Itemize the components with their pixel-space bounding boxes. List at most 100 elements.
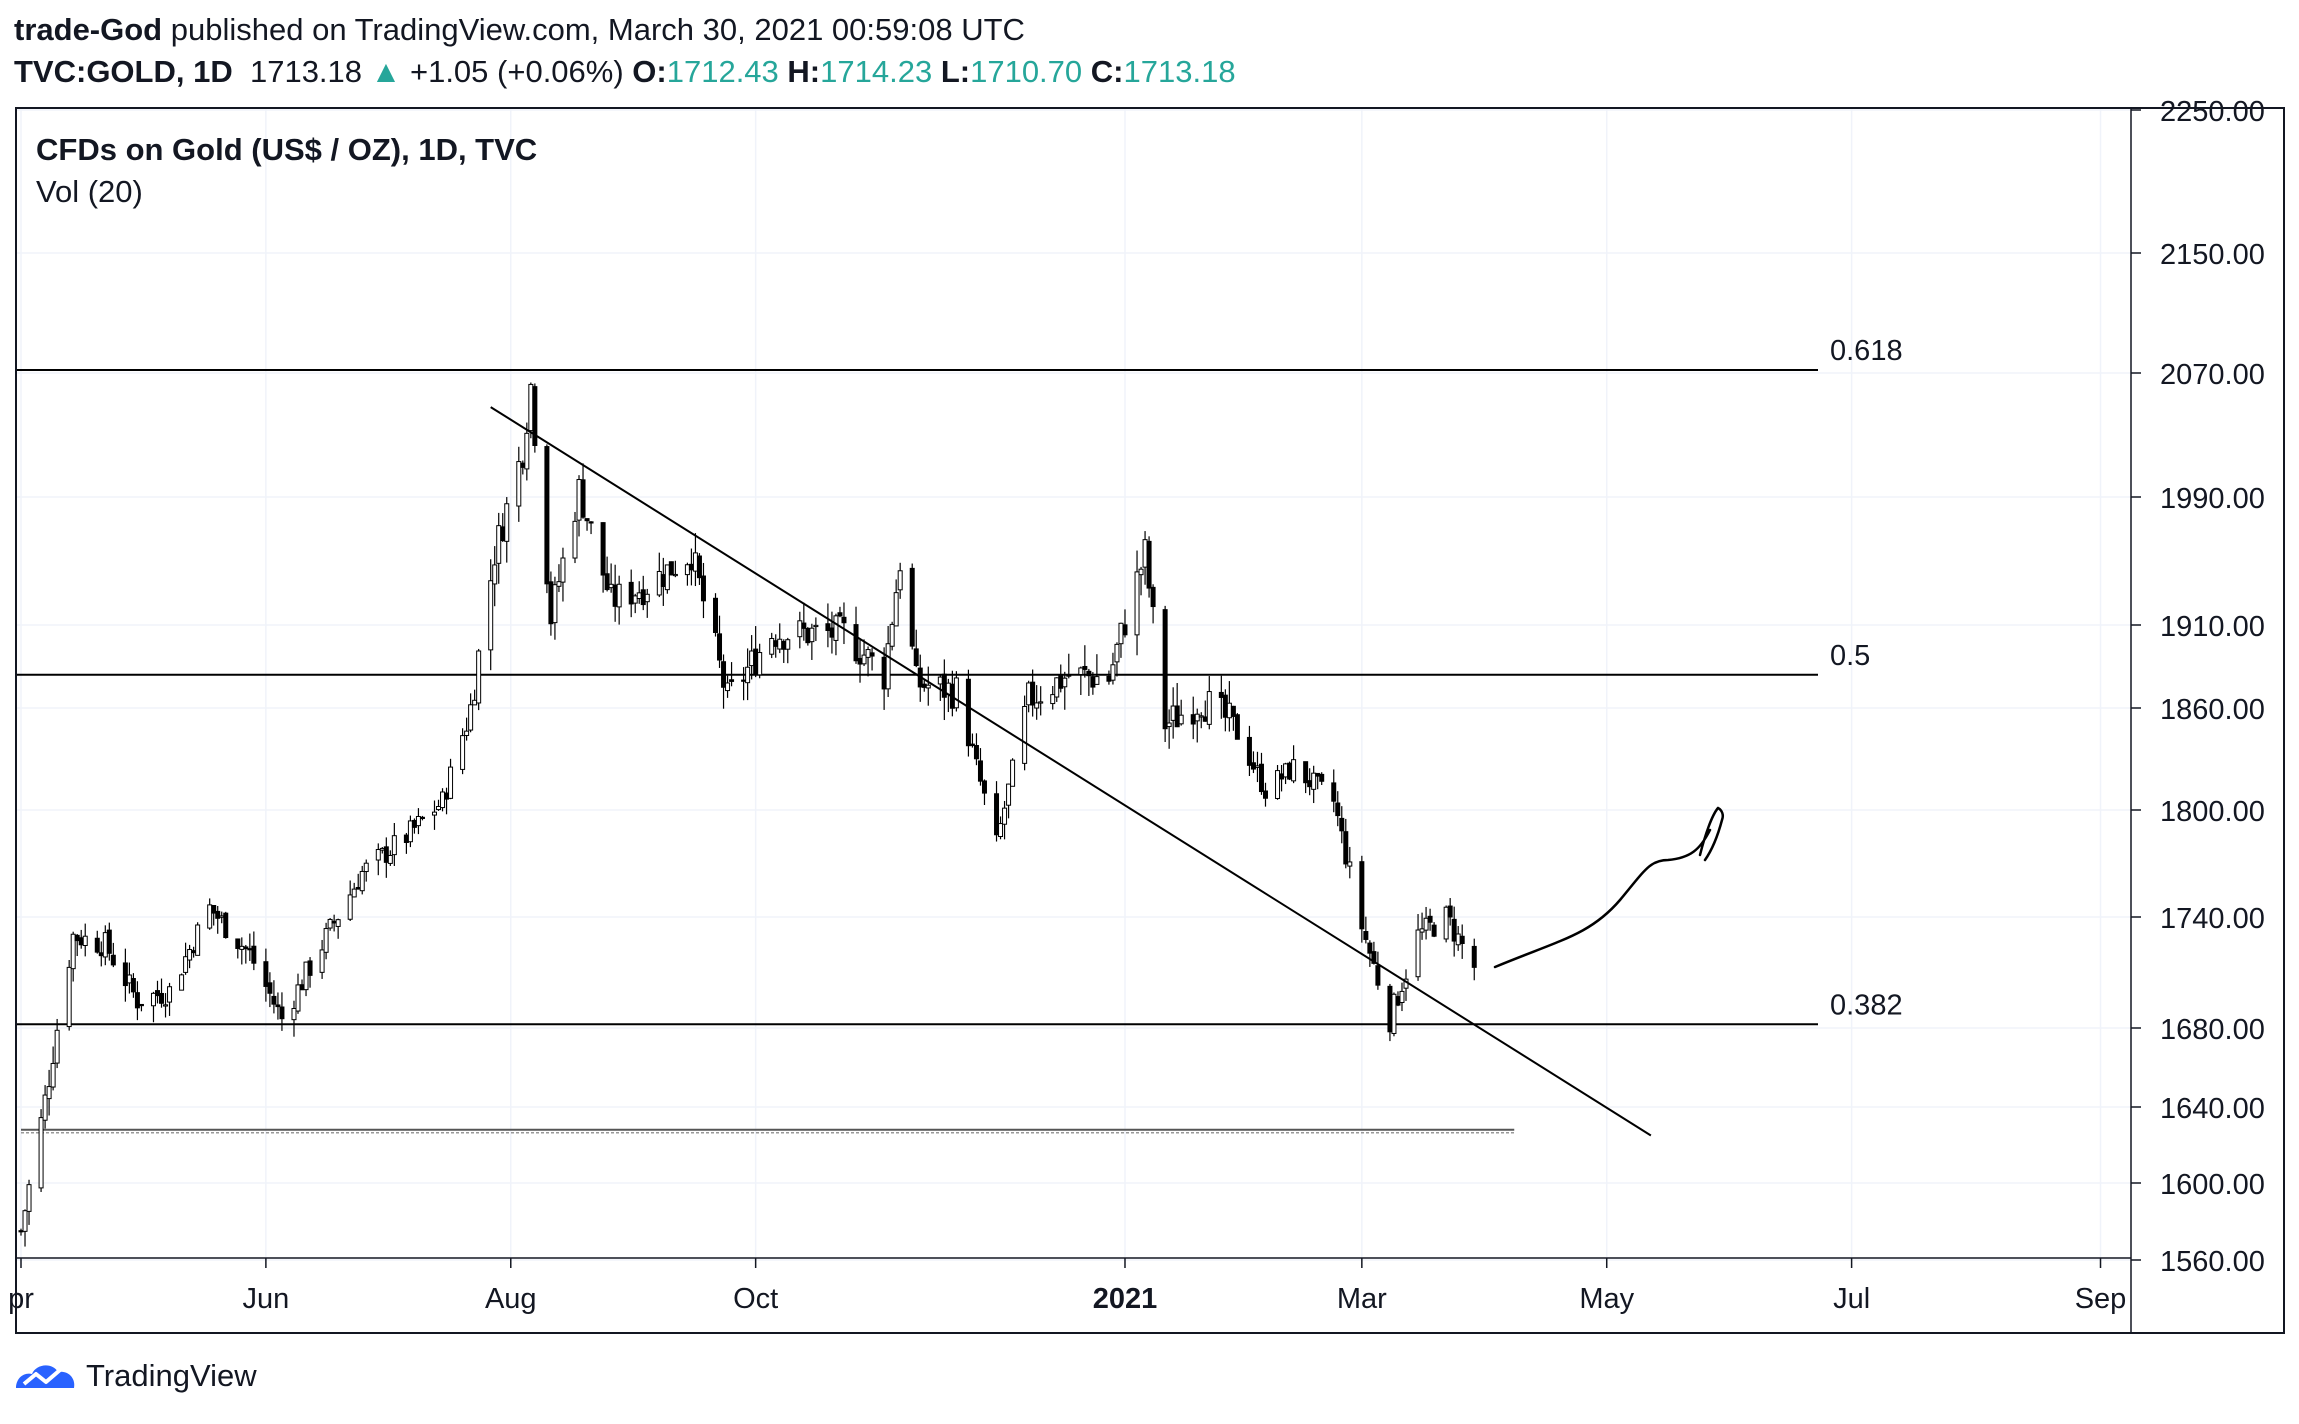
tradingview-logo-icon [16, 1365, 75, 1388]
candle-body [668, 561, 674, 576]
candle-body [548, 581, 554, 625]
candle-body [1315, 772, 1321, 777]
candle-body [500, 526, 506, 542]
candle-body [604, 573, 610, 591]
author-name[interactable]: trade-God [14, 12, 163, 47]
candle-body [94, 937, 100, 953]
candle-body [38, 1117, 44, 1189]
candle-body [267, 982, 273, 994]
fib-level-label: 0.382 [1830, 989, 1903, 1021]
candle-body [636, 592, 642, 600]
projection-arrow[interactable] [1493, 806, 1725, 969]
candle-body [363, 862, 369, 873]
price-tick-label: 1860.00 [2160, 694, 2265, 726]
candle-body [1150, 586, 1156, 608]
candle-body [612, 584, 618, 607]
trend-line[interactable] [490, 406, 1652, 1137]
candle-body [1034, 702, 1040, 709]
candle-body [1443, 906, 1449, 940]
candle-body [825, 623, 831, 631]
candle-body [299, 984, 305, 991]
candle-body [323, 928, 329, 953]
candle-body [307, 960, 313, 976]
price-tick-label: 1600.00 [2160, 1169, 2265, 1201]
candle-body [853, 624, 859, 662]
candle-body [1142, 539, 1148, 568]
candle-body [584, 518, 590, 522]
candle-body [1447, 905, 1453, 918]
candle-body [632, 595, 638, 604]
candle-body [937, 676, 943, 685]
candle-body [163, 1004, 169, 1007]
candle-body [1202, 716, 1208, 722]
candle-body [777, 638, 783, 650]
candle-body [664, 564, 670, 591]
candle-body [1086, 670, 1092, 677]
candle-body [387, 854, 393, 864]
candle-body [700, 575, 706, 602]
candle-body [721, 661, 727, 688]
candle-body [688, 563, 694, 571]
candle-body [893, 592, 899, 627]
candle-body [319, 949, 325, 973]
candle-body [150, 992, 156, 1007]
candle-body [829, 627, 835, 638]
legend-title: CFDs on Gold (US$ / OZ), 1D, TVC [36, 132, 537, 167]
candle-body [327, 918, 333, 929]
candle-body [1371, 951, 1377, 964]
candle-body [1094, 676, 1100, 685]
tradingview-brand[interactable]: TradingView [14, 1358, 257, 1394]
time-tick-label: Oct [733, 1283, 778, 1315]
candle-body [660, 574, 666, 587]
candlestick-series [18, 382, 1477, 1247]
candle-body [1058, 674, 1064, 689]
candle-body [801, 622, 807, 629]
candle-body [347, 894, 353, 920]
candle-body [769, 637, 775, 655]
candle-body [1026, 682, 1032, 706]
candle-body [504, 503, 510, 542]
candle-body [251, 945, 257, 964]
candle-body [436, 806, 442, 811]
candle-body [1307, 780, 1313, 788]
fibonacci-levels[interactable]: 0.618 0.5 0.382 [17, 335, 1903, 1026]
time-axis[interactable]: pr Jun Aug Oct 2021 Mar May Jul Sep [8, 1258, 2126, 1315]
candle-body [1375, 965, 1381, 986]
candle-body [1022, 705, 1028, 764]
candle-body [247, 948, 253, 951]
candle-body [98, 952, 104, 957]
candle-body [1206, 691, 1212, 725]
candle-body [696, 555, 702, 579]
candle-body [355, 886, 361, 890]
candle-body [749, 650, 755, 667]
candle-body [1226, 702, 1232, 719]
candle-body [379, 847, 385, 851]
candle-body [833, 615, 839, 641]
support-line[interactable] [21, 1128, 1515, 1134]
price-axis[interactable]: 2250.00 2150.00 2070.00 1990.00 1910.00 1860.… [2131, 96, 2265, 1278]
candle-body [969, 743, 975, 747]
candle-body [1106, 675, 1112, 682]
candle-body [813, 624, 819, 628]
candle-body [1090, 676, 1096, 688]
candle-body [331, 920, 337, 924]
candle-body [532, 386, 538, 446]
publish-header: trade-God published on TradingView.com, … [14, 14, 1025, 45]
candle-body [608, 583, 614, 589]
candle-body [472, 699, 478, 706]
candle-body [741, 679, 747, 682]
price-tick-label: 1910.00 [2160, 611, 2265, 643]
candle-body [1459, 935, 1465, 944]
candle-body [54, 1029, 60, 1064]
candle-body [444, 792, 450, 800]
time-tick-label: Jun [243, 1283, 290, 1315]
candle-body [383, 846, 389, 863]
candle-body [588, 521, 594, 524]
candle-body [524, 432, 530, 470]
candle-body [1262, 790, 1268, 799]
high-label: H: [787, 54, 821, 89]
candle-body [640, 589, 646, 606]
candle-body [1363, 931, 1369, 940]
candle-body [692, 552, 698, 572]
